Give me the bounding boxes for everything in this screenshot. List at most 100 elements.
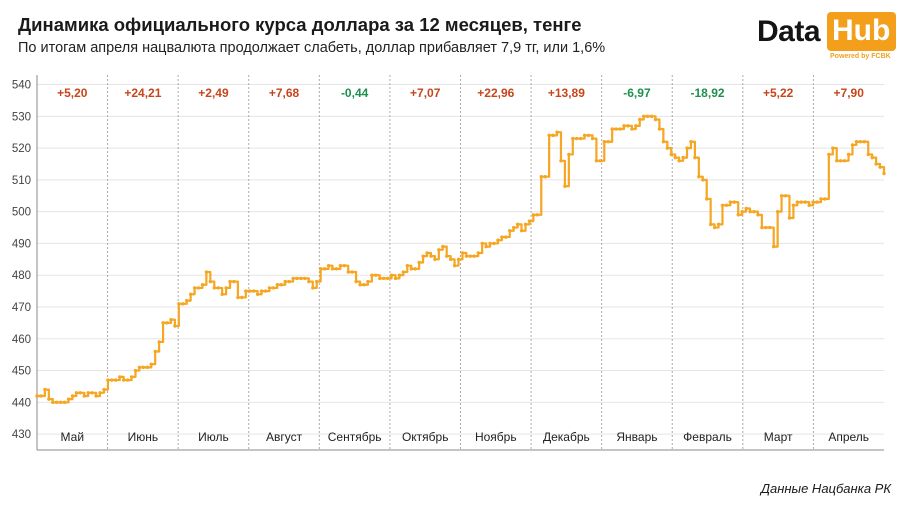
- rate-point: [295, 276, 299, 281]
- rate-point: [492, 241, 496, 246]
- rate-point: [106, 378, 110, 382]
- rate-point: [188, 292, 193, 296]
- rate-point: [385, 276, 390, 281]
- rate-point: [39, 394, 43, 398]
- rate-point: [854, 140, 859, 144]
- rate-point: [472, 254, 476, 258]
- rate-point: [842, 159, 847, 163]
- rate-point: [315, 279, 319, 284]
- rate-point: [846, 152, 851, 157]
- rate-point: [732, 200, 736, 204]
- rate-point: [641, 114, 646, 119]
- logo-word-data: Data: [757, 15, 821, 48]
- rate-point: [685, 146, 689, 150]
- rate-point: [827, 152, 831, 157]
- rate-point: [606, 140, 610, 144]
- rate-point: [547, 133, 551, 138]
- y-tick-label: 430: [12, 429, 31, 441]
- rate-point: [279, 283, 283, 287]
- rate-point: [54, 400, 59, 405]
- y-tick-label: 520: [12, 143, 31, 155]
- month-label: Сентябрь: [328, 430, 382, 444]
- rate-point: [35, 394, 39, 398]
- rate-point: [496, 238, 500, 242]
- rate-point: [634, 124, 638, 128]
- rate-point: [815, 200, 819, 204]
- rate-point: [448, 257, 453, 262]
- rate-point: [275, 283, 280, 287]
- rate-point: [657, 127, 662, 131]
- rate-point: [768, 225, 772, 230]
- rate-point: [708, 222, 713, 227]
- rate-point: [141, 365, 146, 370]
- month-change-label: +7,07: [410, 86, 441, 100]
- y-tick-label: 530: [12, 111, 31, 123]
- rate-point: [783, 194, 788, 198]
- rate-point: [819, 197, 823, 201]
- rate-point: [125, 378, 130, 382]
- rate-point: [421, 254, 425, 258]
- rate-point: [701, 178, 705, 182]
- rate-point: [645, 114, 650, 119]
- rate-point: [464, 254, 469, 258]
- rate-point: [137, 365, 142, 370]
- month-label: Апрель: [828, 430, 869, 444]
- rate-point: [504, 235, 508, 239]
- rate-point: [212, 286, 216, 290]
- month-label: Август: [266, 430, 303, 444]
- rate-point: [181, 302, 185, 306]
- rate-point: [488, 241, 492, 246]
- rate-point: [98, 391, 102, 395]
- rate-point: [630, 127, 634, 131]
- rate-point: [673, 155, 677, 160]
- rate-point: [728, 200, 733, 204]
- y-tick-label: 460: [12, 334, 31, 346]
- rate-point: [118, 375, 122, 379]
- rate-point: [736, 213, 740, 217]
- rate-point: [870, 155, 874, 160]
- rate-point: [185, 298, 189, 303]
- rate-point: [74, 391, 79, 395]
- rate-point: [161, 321, 165, 325]
- rate-point: [508, 229, 512, 233]
- y-tick-label: 500: [12, 207, 31, 219]
- rate-point: [90, 391, 94, 395]
- rate-point: [689, 140, 693, 144]
- rate-point: [752, 209, 756, 214]
- rate-point: [756, 213, 760, 217]
- rate-point: [476, 251, 480, 255]
- rate-point: [441, 244, 445, 249]
- rate-point: [571, 136, 575, 141]
- month-label: Июнь: [128, 430, 159, 444]
- rate-point: [133, 368, 138, 373]
- rate-point: [622, 124, 626, 128]
- rate-point: [586, 133, 591, 138]
- chart-title: Динамика официального курса доллара за 1…: [18, 14, 582, 35]
- rate-point: [413, 267, 417, 271]
- rate-point: [232, 279, 236, 284]
- rate-point: [287, 279, 291, 284]
- rate-point: [771, 244, 776, 249]
- rate-point: [500, 235, 504, 239]
- rate-point: [693, 155, 697, 160]
- month-label: Октябрь: [402, 430, 449, 444]
- monthly-changes: +5,20 +24,21 +2,49 +7,68 -0,44 +7,07 +22,96 +13…: [57, 86, 864, 100]
- rate-point: [760, 225, 764, 230]
- rate-point: [823, 197, 827, 201]
- rate-point: [669, 152, 673, 157]
- rate-point: [102, 387, 106, 392]
- rate-point: [582, 133, 587, 138]
- rate-point: [551, 133, 555, 138]
- rate-point: [618, 127, 622, 131]
- rate-point: [653, 117, 658, 122]
- rate-point: [291, 276, 295, 281]
- rate-point: [452, 263, 457, 268]
- month-change-label: +22,96: [477, 86, 514, 100]
- rate-point: [43, 387, 47, 392]
- rate-point: [866, 152, 870, 157]
- month-change-label: -6,97: [623, 86, 651, 100]
- rate-point: [299, 276, 303, 281]
- rate-point: [338, 263, 343, 268]
- rate-point: [519, 229, 524, 233]
- rate-point: [720, 203, 725, 207]
